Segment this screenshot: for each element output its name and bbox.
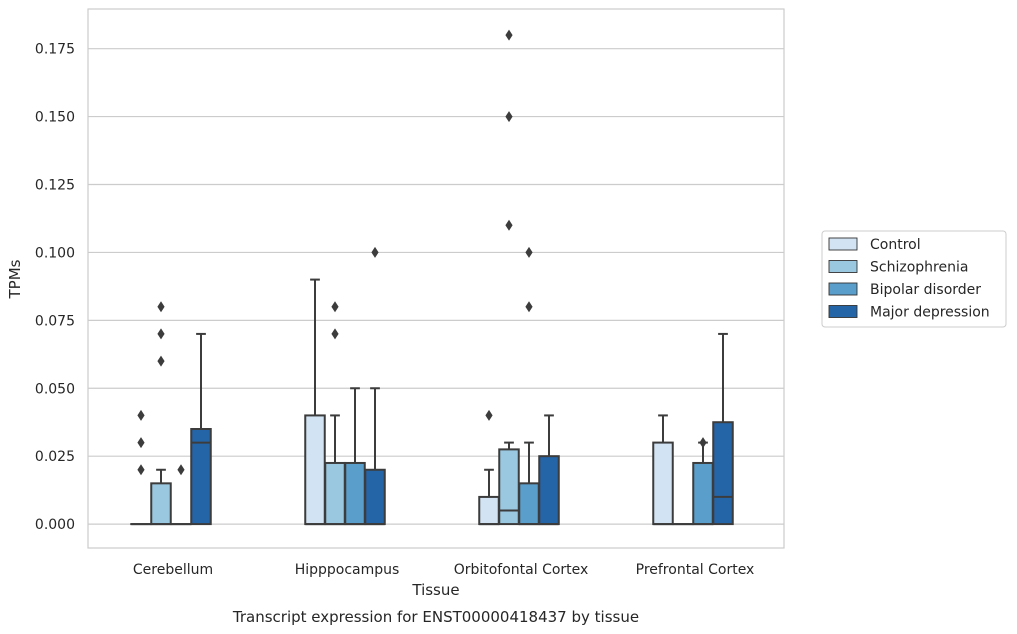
chart-title: Transcript expression for ENST0000041843…: [232, 608, 639, 626]
outlier-point: [137, 464, 145, 476]
y-tick-labels: 0.000 0.025 0.050 0.075 0.100 0.125 0.150 0.175: [35, 42, 75, 533]
y-tick-label: 0.100: [35, 245, 75, 261]
legend-frame: [821, 230, 1007, 328]
box-iqr: [344, 461, 366, 526]
box-iqr: [518, 482, 540, 526]
y-tick-label: 0.025: [35, 449, 75, 465]
outlier-point: [157, 355, 165, 367]
box-bipolar-disorder: [692, 437, 714, 526]
legend: Control Schizophrenia Bipolar disorder Majo…: [821, 230, 1007, 328]
box-iqr: [692, 461, 714, 526]
legend-label: Control: [870, 237, 921, 253]
outlier-point: [505, 29, 513, 41]
outlier-point: [137, 437, 145, 449]
box-schizophrenia: [150, 301, 172, 526]
box-iqr: [364, 468, 386, 526]
legend-label: Major depression: [870, 305, 990, 321]
box-control: [130, 409, 152, 526]
outlier-point: [177, 464, 185, 476]
box-major-depression: [190, 332, 212, 526]
y-tick-label: 0.000: [35, 517, 75, 533]
box-control: [478, 409, 500, 526]
outlier-point: [699, 437, 707, 449]
legend-swatch: [828, 260, 858, 273]
box-control: [304, 278, 326, 526]
plot-area-frame: [87, 8, 785, 549]
x-tick-label: Orbitofontal Cortex: [454, 562, 589, 578]
x-tick-label: Prefrontal Cortex: [636, 562, 755, 578]
x-tick-label: Cerebellum: [133, 562, 213, 578]
legend-swatch: [828, 305, 858, 318]
legend-label: Schizophrenia: [870, 260, 968, 276]
x-tick-label: Hipppocampus: [295, 562, 400, 578]
outlier-point: [505, 219, 513, 231]
box-schizophrenia: [324, 301, 346, 526]
box-iqr: [712, 421, 734, 526]
box-iqr: [652, 441, 674, 526]
outlier-point: [525, 246, 533, 258]
legend-swatch: [828, 237, 858, 251]
box-major-depression: [364, 246, 386, 526]
y-tick-label: 0.075: [35, 313, 75, 329]
box-iqr: [150, 482, 172, 526]
box-major-depression: [538, 414, 560, 526]
legend-swatch: [828, 282, 858, 296]
box-major-depression: [712, 332, 734, 526]
outlier-point: [137, 409, 145, 421]
y-tick-label: 0.175: [35, 42, 75, 58]
x-tick-labels: Cerebellum Hipppocampus Orbitofontal Corte…: [133, 562, 754, 578]
outlier-point: [157, 328, 165, 340]
box-bipolar-disorder: [518, 246, 540, 526]
box-bipolar-disorder: [170, 464, 192, 526]
box-iqr: [304, 414, 326, 526]
legend-label: Bipolar disorder: [870, 282, 981, 298]
outlier-point: [485, 409, 493, 421]
box-iqr: [478, 495, 500, 526]
y-axis-label: TPMs: [6, 259, 24, 299]
outlier-point: [371, 246, 379, 258]
box-series-group: [130, 29, 734, 526]
outlier-point: [331, 301, 339, 313]
outlier-point: [525, 301, 533, 313]
x-axis-label: Tissue: [411, 581, 459, 599]
box-iqr: [498, 448, 520, 526]
box-iqr: [324, 461, 346, 526]
outlier-point: [157, 301, 165, 313]
y-tick-label: 0.150: [35, 110, 75, 126]
y-tick-label: 0.125: [35, 178, 75, 194]
box-iqr: [190, 428, 212, 526]
y-tick-label: 0.050: [35, 381, 75, 397]
box-iqr: [538, 455, 560, 526]
box-control: [652, 414, 674, 526]
box-schizophrenia: [498, 29, 520, 526]
outlier-point: [331, 328, 339, 340]
outlier-point: [505, 111, 513, 123]
